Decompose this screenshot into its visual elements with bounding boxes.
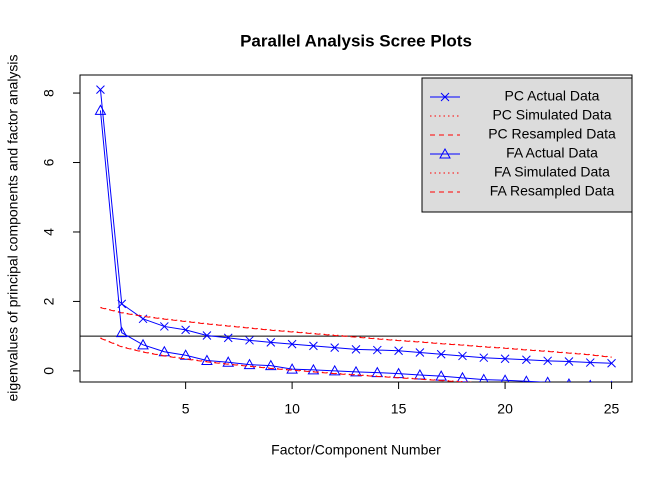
- x-tick-label: 15: [391, 401, 407, 417]
- point-marker: [96, 85, 105, 94]
- point-marker: [179, 349, 192, 360]
- x-axis-label: Factor/Component Number: [271, 442, 441, 458]
- legend-marker: [440, 92, 450, 102]
- point-marker: [264, 359, 277, 371]
- legend-label: PC Actual Data: [505, 88, 600, 104]
- point-marker: [414, 369, 426, 380]
- point-marker: [222, 356, 235, 367]
- legend-label: PC Simulated Data: [492, 107, 611, 123]
- point-marker: [500, 374, 510, 382]
- legend-label: FA Resampled Data: [490, 183, 615, 199]
- y-tick-label: 0: [41, 367, 57, 375]
- point-marker: [566, 378, 572, 382]
- y-tick-label: 8: [41, 89, 57, 97]
- series-line: [100, 306, 612, 358]
- point-marker: [243, 358, 256, 370]
- point-marker: [115, 326, 128, 338]
- y-tick-label: 6: [41, 158, 57, 166]
- point-marker: [159, 322, 169, 331]
- point-marker: [585, 358, 595, 367]
- point-marker: [307, 363, 320, 375]
- point-marker: [564, 357, 574, 366]
- y-axis-label: eigenvalues of principal components and …: [5, 54, 21, 401]
- point-marker: [245, 335, 254, 345]
- point-marker: [500, 354, 510, 364]
- point-marker: [350, 365, 362, 377]
- point-marker: [94, 104, 107, 115]
- legend-label: FA Actual Data: [506, 145, 598, 161]
- series-line: [100, 337, 471, 382]
- point-marker: [202, 331, 212, 340]
- point-marker: [181, 325, 190, 335]
- point-marker: [543, 356, 553, 366]
- point-marker: [415, 348, 425, 357]
- point-marker: [330, 343, 340, 352]
- point-marker: [137, 338, 149, 350]
- point-marker: [522, 375, 531, 382]
- point-marker: [223, 333, 233, 343]
- chart-title: Parallel Analysis Scree Plots: [240, 31, 472, 50]
- x-tick-label: 5: [182, 401, 190, 417]
- point-marker: [436, 349, 446, 359]
- x-tick-label: 10: [284, 401, 300, 417]
- point-marker: [287, 339, 297, 349]
- y-tick-label: 4: [41, 228, 57, 236]
- point-marker: [372, 345, 382, 355]
- point-marker: [544, 376, 551, 382]
- legend-box: [421, 77, 633, 213]
- point-marker: [435, 370, 448, 381]
- point-marker: [309, 341, 318, 351]
- x-tick-label: 25: [604, 401, 620, 417]
- point-marker: [266, 338, 276, 347]
- legend-label: PC Resampled Data: [488, 126, 616, 142]
- point-marker: [479, 373, 489, 382]
- point-marker: [328, 364, 341, 376]
- plot-area: [80, 85, 632, 382]
- point-marker: [522, 355, 531, 365]
- point-marker: [394, 346, 403, 356]
- series-line: [99, 110, 550, 382]
- point-marker: [351, 345, 361, 354]
- series-line: [100, 337, 476, 382]
- point-marker: [458, 351, 467, 361]
- point-marker: [479, 353, 489, 363]
- x-tick-label: 20: [497, 401, 513, 417]
- legend-marker: [439, 147, 451, 159]
- point-marker: [286, 363, 298, 374]
- point-marker: [607, 358, 616, 368]
- point-marker: [201, 354, 213, 365]
- legend-label: FA Simulated Data: [494, 164, 610, 180]
- y-tick-label: 2: [41, 297, 57, 305]
